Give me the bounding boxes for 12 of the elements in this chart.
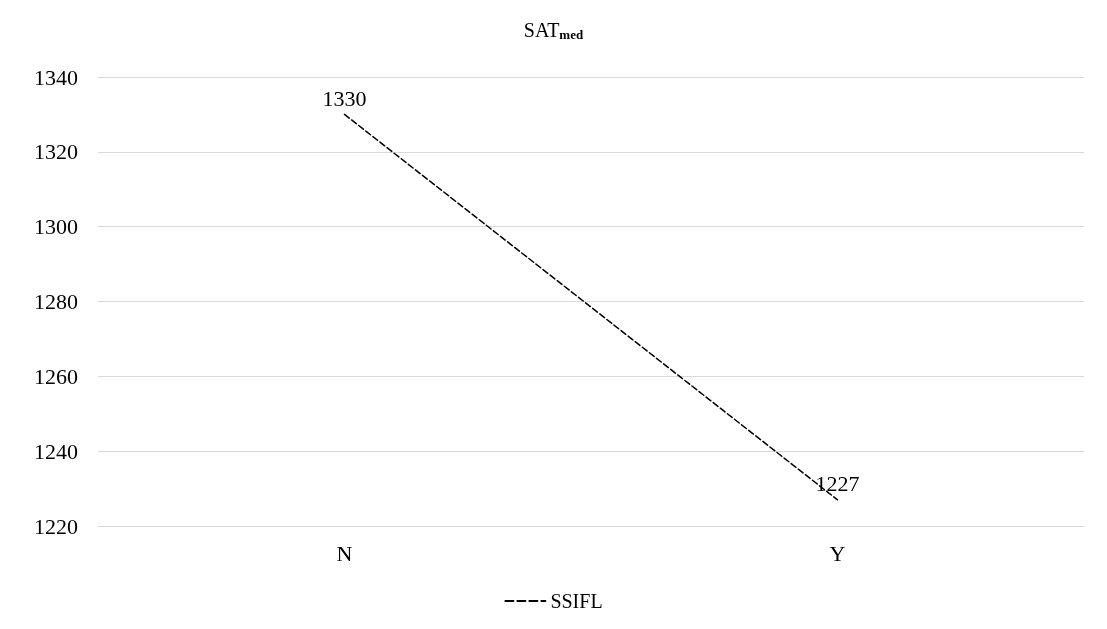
x-tick-label: N xyxy=(336,540,353,566)
data-label: 1330 xyxy=(322,85,367,111)
legend-label: SSIFL xyxy=(550,590,603,612)
y-tick-label: 1220 xyxy=(34,513,78,539)
y-tick-label: 1340 xyxy=(34,64,78,90)
y-tick-label: 1280 xyxy=(34,289,78,314)
y-tick-label: 1300 xyxy=(34,214,78,240)
data-label: 1227 xyxy=(815,471,860,497)
y-tick-label: 1320 xyxy=(34,139,78,165)
y-tick-label: 1240 xyxy=(34,438,78,464)
x-tick-label: Y xyxy=(829,540,846,566)
y-tick-label: 1260 xyxy=(34,363,78,389)
